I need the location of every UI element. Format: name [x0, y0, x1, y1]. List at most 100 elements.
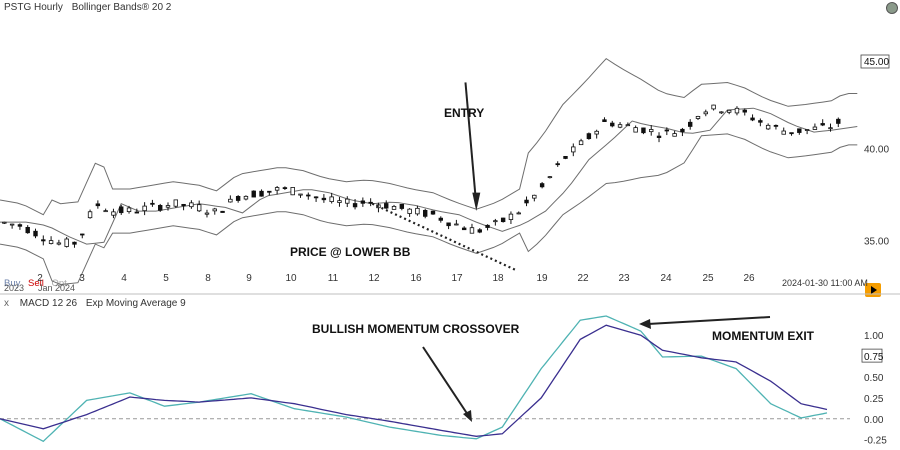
candle-body [158, 205, 163, 211]
x-tick-year: 2023 [4, 283, 24, 293]
candle-body [313, 196, 319, 199]
candle-body [625, 124, 631, 127]
indicator-label: Bollinger Bands® 20 2 [71, 2, 172, 13]
candle-body [165, 205, 171, 208]
candle-body [695, 115, 701, 119]
x-tick-month: Jan 2024 [38, 283, 75, 293]
entry-annotation: ENTRY [444, 106, 484, 120]
candle-body [306, 194, 311, 197]
price-marker-box [860, 54, 890, 69]
candle-body [726, 109, 732, 113]
candle-body [719, 111, 724, 114]
candle-body [734, 107, 740, 114]
candle-body [781, 130, 786, 135]
candle-body [555, 163, 560, 166]
candle-body [345, 198, 350, 204]
candle-body [41, 239, 46, 242]
candle-body [516, 212, 521, 215]
candle-body [797, 128, 802, 133]
candle-body [617, 124, 623, 128]
candle-body [454, 223, 459, 226]
x-tick-label: 16 [410, 273, 422, 284]
candle-body [119, 206, 124, 214]
candle-body [828, 127, 833, 130]
x-tick-label: 25 [702, 273, 714, 284]
bollinger-upper-band [0, 57, 858, 216]
candle-body [259, 190, 264, 197]
close-icon[interactable]: x [4, 298, 9, 309]
candle-body [680, 128, 685, 133]
candle-body [235, 196, 241, 201]
candle-body [820, 123, 825, 126]
candle-body [196, 204, 202, 212]
exit-annotation: MOMENTUM EXIT [712, 329, 815, 343]
x-tick-label: 3 [79, 273, 85, 284]
x-tick-label: 10 [285, 273, 297, 284]
y-tick-label: 40.00 [864, 145, 889, 156]
candle-body [812, 126, 818, 130]
entry-arrow-shaft [464, 82, 478, 206]
signal-line [0, 324, 828, 437]
candle-body [368, 201, 373, 204]
candle-body [415, 207, 420, 215]
macd-y-tick: 0.00 [864, 415, 884, 426]
chart-header: PSTG Hourly Bollinger Bands® 20 2 [4, 2, 177, 13]
candle-body [633, 127, 638, 133]
candle-body [87, 211, 93, 219]
candle-body [298, 193, 303, 196]
candle-body [750, 117, 755, 121]
signal-label: Exp Moving Average 9 [85, 298, 186, 309]
candle-body [500, 217, 506, 223]
candle-body [836, 118, 841, 124]
crossover-arrow-shaft [422, 346, 471, 419]
candle-body [274, 187, 280, 191]
candle-body [80, 233, 85, 236]
macd-y-tick: 1.00 [864, 331, 884, 342]
lower-bb-annotation: PRICE @ LOWER BB [290, 245, 411, 259]
candle-body [337, 200, 342, 203]
candle-body [142, 205, 147, 212]
settings-icon[interactable] [886, 2, 898, 14]
x-tick-label: 19 [536, 273, 548, 284]
x-tick-label: 11 [328, 273, 339, 284]
x-tick-label: 2 [37, 273, 43, 284]
candle-body [461, 227, 467, 231]
candle-body [72, 241, 77, 245]
x-tick-label: 9 [246, 273, 252, 284]
candle-body [391, 205, 397, 210]
x-tick-label: 24 [660, 273, 672, 284]
candle-body [329, 196, 334, 202]
x-tick-label: 18 [492, 273, 504, 284]
candle-body [243, 195, 249, 200]
macd-label: MACD 12 26 [19, 298, 78, 309]
candle-body [547, 176, 553, 179]
candle-body [804, 129, 810, 131]
candle-body [423, 209, 428, 217]
candle-body [407, 208, 412, 214]
candle-body [212, 208, 217, 212]
candle-body [758, 120, 763, 123]
candle-body [430, 210, 436, 215]
symbol-label: PSTG Hourly [4, 2, 63, 13]
candle-body [126, 207, 132, 213]
candle-body [742, 109, 747, 113]
candle-body [181, 203, 186, 207]
price-marker: 45.00 [864, 57, 889, 68]
candle-body [103, 210, 108, 213]
candle-body [9, 223, 15, 226]
candle-body [267, 190, 272, 193]
timestamp: 2024-01-30 11:00 AM [782, 278, 868, 288]
candle-body [672, 133, 677, 137]
candle-body [399, 204, 405, 209]
x-tick-label: 12 [368, 273, 380, 284]
candle-body [641, 127, 646, 134]
candle-body [508, 213, 514, 220]
macd-value-marker: 0.75 [864, 352, 884, 363]
y-tick-label: 35.00 [864, 236, 889, 247]
macd-line [0, 315, 828, 443]
x-tick-label: 5 [163, 273, 169, 284]
buy-button[interactable]: Buy [4, 278, 21, 289]
candle-body [789, 132, 794, 135]
candle-body [33, 230, 38, 237]
sell-button[interactable]: Sell [28, 278, 44, 289]
